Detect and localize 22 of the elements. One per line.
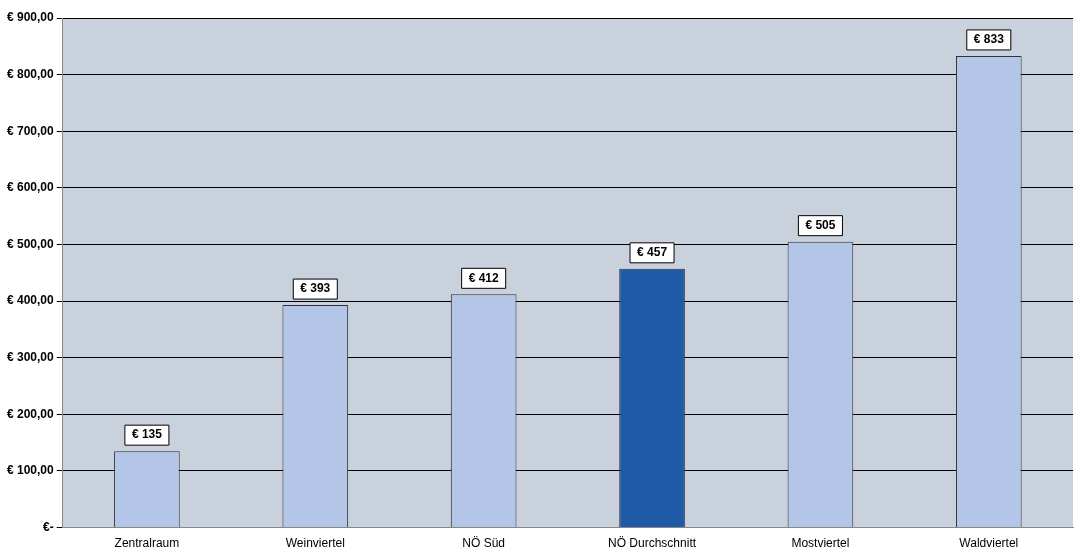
x-tick-label: Weinviertel	[285, 536, 345, 551]
data-label: € 505	[805, 217, 836, 232]
y-tick-label: €-	[43, 519, 54, 534]
y-tick-label: € 500,00	[6, 236, 55, 251]
x-tick-label: Mostviertel	[791, 536, 850, 551]
data-label: € 833	[973, 32, 1005, 47]
y-tick-label: € 200,00	[6, 406, 55, 421]
y-tick-label: € 100,00	[6, 463, 55, 478]
y-tick-label: € 600,00	[6, 180, 55, 195]
data-label: € 393	[300, 281, 331, 296]
y-tick-label: € 300,00	[6, 350, 55, 365]
y-tick-label: € 400,00	[6, 293, 55, 308]
x-tick-label: Zentralraum	[114, 536, 180, 551]
data-label: € 135	[131, 427, 163, 442]
y-tick-label: € 800,00	[6, 66, 55, 81]
x-tick-label: NÖ Süd	[462, 536, 506, 551]
y-tick-label: € 900,00	[6, 10, 55, 25]
data-label: € 457	[637, 245, 668, 260]
x-tick-label: NÖ Durchschnitt	[608, 536, 697, 551]
y-tick-label: € 700,00	[6, 123, 55, 138]
data-label: € 412	[468, 270, 499, 285]
x-tick-label: Waldviertel	[959, 536, 1019, 551]
